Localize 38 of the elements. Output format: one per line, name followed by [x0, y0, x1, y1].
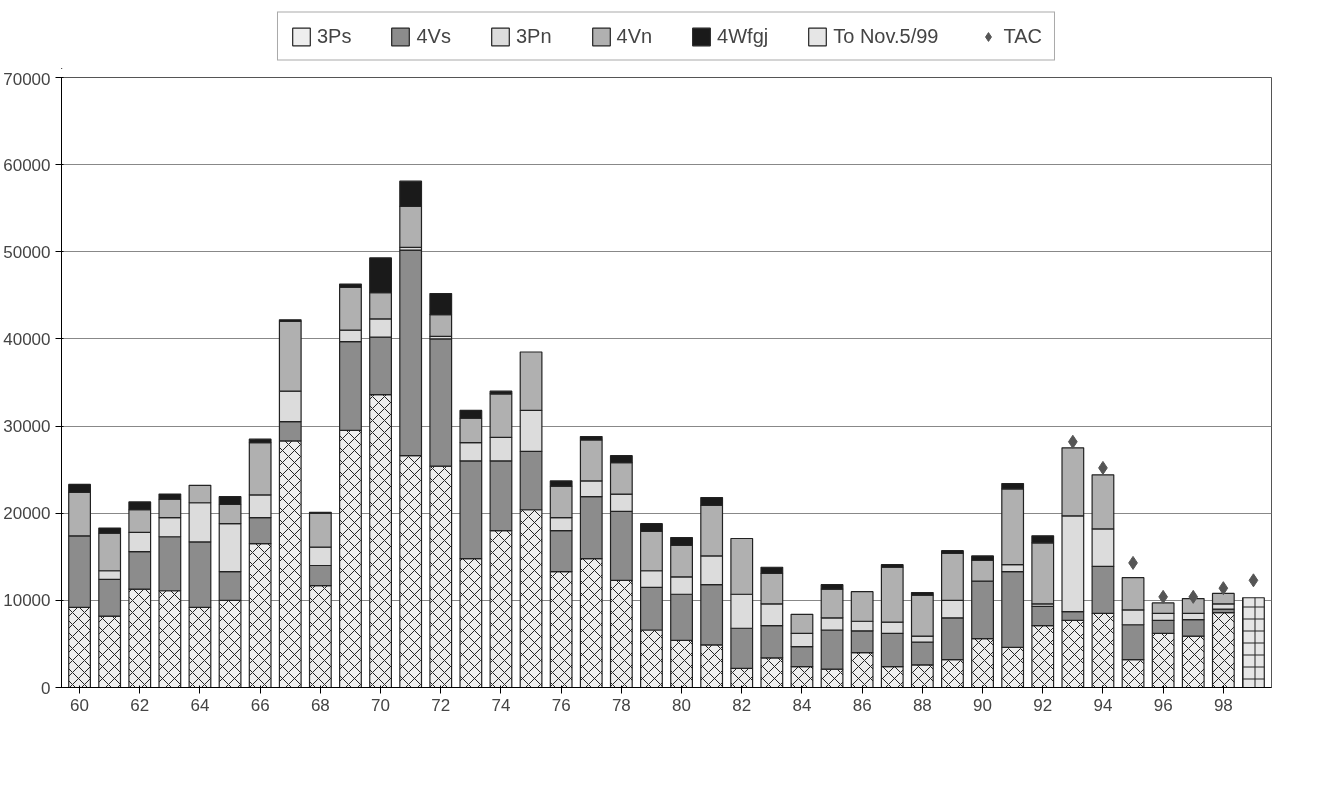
x-tick-label: 80	[672, 695, 692, 715]
legend-label: 4Wfgj	[717, 24, 769, 48]
legend-label: 3Pn	[515, 24, 552, 48]
x-tick-label: 68	[310, 695, 330, 715]
legend-label: 4Vn	[616, 24, 653, 48]
x-tick-label: 86	[852, 695, 872, 715]
y-tick-label: 40000	[3, 329, 51, 349]
x-tick-label: 74	[491, 695, 511, 715]
legend-label: TAC	[1003, 24, 1043, 48]
x-tick-label: 78	[611, 695, 631, 715]
x-tick-label: 84	[792, 695, 812, 715]
x-tick-label: 92	[1033, 695, 1053, 715]
x-tick-label: 82	[732, 695, 752, 715]
legend-label: 4Vs	[416, 24, 451, 48]
y-tick-label: 70000	[3, 69, 51, 89]
y-tick-label: 10000	[3, 591, 51, 611]
point	[1218, 581, 1229, 596]
x-tick-label: 90	[973, 695, 993, 715]
legend-label: 3Ps	[316, 24, 352, 48]
x-tick-label: 72	[431, 695, 451, 715]
x-tick-label: 66	[250, 695, 270, 715]
y-tick-label: 60000	[3, 155, 51, 175]
x-tick-label: 64	[190, 695, 210, 715]
x-tick-label: 70	[371, 695, 391, 715]
point	[1248, 573, 1259, 588]
x-tick-label: 96	[1153, 695, 1173, 715]
y-tick-label: 0	[41, 678, 51, 698]
y-tick-label: 50000	[3, 242, 51, 262]
y-tick-label: 20000	[3, 504, 51, 524]
x-tick-label: 88	[912, 695, 932, 715]
x-tick-label: 60	[70, 695, 90, 715]
x-tick-label: 94	[1093, 695, 1113, 715]
x-tick-label: 98	[1213, 695, 1233, 715]
x-tick-label: 62	[130, 695, 150, 715]
y-tick-label: 30000	[3, 417, 51, 437]
point	[1188, 589, 1199, 604]
legend-label: To Nov.5/99	[833, 24, 939, 48]
x-tick-label: 76	[551, 695, 571, 715]
